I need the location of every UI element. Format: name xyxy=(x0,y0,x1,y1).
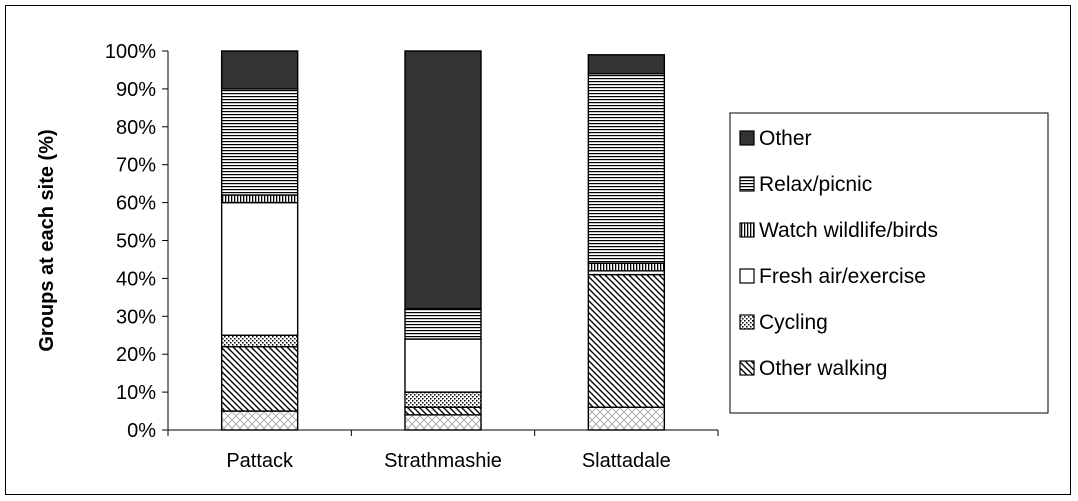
y-tick-label: 10% xyxy=(116,382,156,404)
bar-segment-other-walking xyxy=(220,345,299,412)
bar-segment-other xyxy=(404,50,482,310)
bar-segment-relax-picnic xyxy=(404,308,482,340)
bar-segment-relax-picnic xyxy=(587,73,666,264)
legend-swatch-fresh-air-exercise xyxy=(739,268,755,284)
bar-segment-base xyxy=(404,414,482,431)
legend: Other Relax/picnic Watch wildlife/birds Fre… xyxy=(729,112,1049,414)
legend-label-watch-wildlife-birds: Watch wildlife/birds xyxy=(759,219,938,242)
legend-label-cycling: Cycling xyxy=(759,311,828,334)
legend-swatch-relax-picnic xyxy=(739,176,755,192)
legend-swatch-other xyxy=(739,130,755,146)
x-tick-label: Slattadale xyxy=(582,450,671,472)
y-axis-title: Groups at each site (%) xyxy=(36,129,58,351)
y-tick-label: 100% xyxy=(105,41,156,63)
y-tick-label: 90% xyxy=(116,79,156,101)
y-tick-label: 50% xyxy=(116,231,156,253)
bar-segment-base xyxy=(587,406,666,431)
legend-swatch-watch-wildlife-birds xyxy=(739,222,755,238)
bar-segment-base xyxy=(220,410,299,431)
y-tick-label: 70% xyxy=(116,155,156,177)
bar-segment-watch-wildlife-birds xyxy=(220,194,299,204)
legend-label-other-walking: Other walking xyxy=(759,357,887,380)
bar-segment-cycling xyxy=(404,391,482,408)
bar-segment-other xyxy=(220,50,299,90)
legend-label-relax-picnic: Relax/picnic xyxy=(759,173,872,196)
legend-swatch-cycling xyxy=(739,314,755,330)
legend-swatch-other-walking xyxy=(739,360,755,376)
x-tick-label: Strathmashie xyxy=(384,450,502,472)
legend-label-other: Other xyxy=(759,127,812,150)
y-tick-label: 80% xyxy=(116,117,156,139)
bar-segment-cycling xyxy=(220,334,299,348)
bar-segment-watch-wildlife-birds xyxy=(587,262,666,272)
y-tick-label: 0% xyxy=(127,420,156,442)
bar-segment-relax-picnic xyxy=(220,88,299,196)
bar-segment-other xyxy=(587,54,666,75)
x-tick-label: Pattack xyxy=(226,450,294,472)
bar-segment-fresh-air-exercise xyxy=(220,201,299,336)
legend-label-fresh-air-exercise: Fresh air/exercise xyxy=(759,265,926,288)
y-tick-label: 40% xyxy=(116,268,156,290)
bar-segment-other-walking xyxy=(587,273,666,408)
bar-segment-other-walking xyxy=(404,406,482,416)
plot-area: 0% 10% 20% 30% 40% 50% 60% 70% 80% 90% 100% Groups … xyxy=(36,41,719,472)
y-tick-label: 30% xyxy=(116,306,156,328)
y-tick-label: 60% xyxy=(116,193,156,215)
bar-segment-fresh-air-exercise xyxy=(404,338,482,393)
y-tick-label: 20% xyxy=(116,344,156,366)
legend-box xyxy=(729,112,1049,414)
